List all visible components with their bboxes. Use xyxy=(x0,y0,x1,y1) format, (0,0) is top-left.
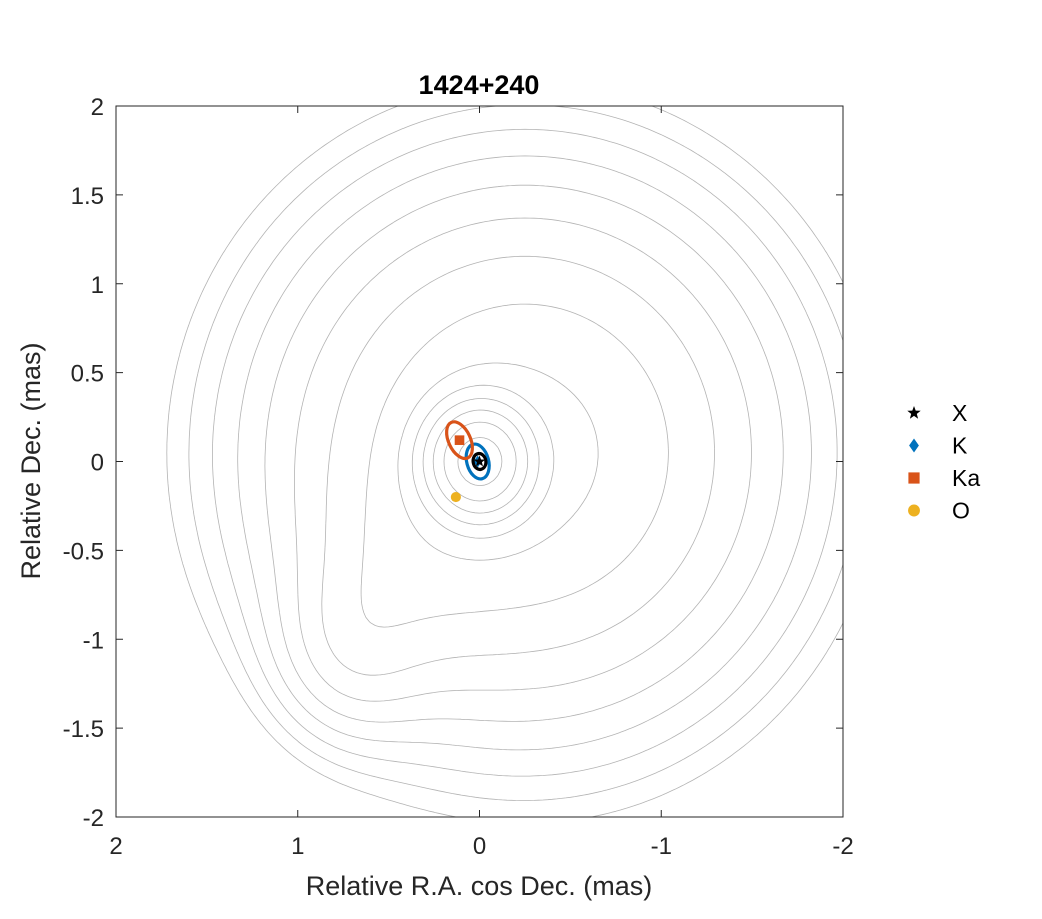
contour-line xyxy=(432,409,529,514)
axis-ticks: 2 1 0 -1 -221.510.50-0.5-1-1.5-2 xyxy=(63,94,854,860)
error-ellipse-ka xyxy=(445,420,474,461)
legend-marker-o xyxy=(908,504,920,517)
contour-line xyxy=(321,255,715,676)
legend: XK Ka O xyxy=(907,400,980,524)
x-tick-label: 2 xyxy=(109,833,122,860)
contour-line xyxy=(294,217,752,702)
y-tick-label: 1.5 xyxy=(71,183,104,210)
data-point-ka xyxy=(454,435,465,445)
contour-line xyxy=(443,421,517,502)
x-tick-label: 0 xyxy=(473,833,486,860)
legend-marker-k xyxy=(909,438,919,453)
contour-line xyxy=(411,384,555,539)
x-axis-label: Relative R.A. cos Dec. (mas) xyxy=(306,871,653,901)
y-tick-label: 2 xyxy=(91,94,104,121)
y-tick-label: -1.5 xyxy=(63,716,104,743)
legend-label-ka: Ka xyxy=(952,465,980,491)
data-point-x xyxy=(473,455,486,467)
contour-line xyxy=(360,303,669,628)
data-point-o xyxy=(450,491,461,503)
chart-marks xyxy=(445,420,491,503)
legend-label-o: O xyxy=(952,498,970,524)
contour-line xyxy=(264,184,784,723)
legend-marker-x xyxy=(907,406,921,419)
y-tick-label: 1 xyxy=(91,272,104,299)
contour-line xyxy=(397,362,599,561)
contour-lines xyxy=(166,105,844,818)
error-ellipse-x xyxy=(471,451,488,472)
x-tick-label: -2 xyxy=(832,833,853,860)
y-tick-label: 0 xyxy=(91,450,104,477)
contour-line xyxy=(166,105,844,818)
contour-line xyxy=(188,105,844,801)
legend-label-x: X xyxy=(952,400,967,426)
legend-marker-ka xyxy=(908,472,920,484)
x-tick-label: 1 xyxy=(291,833,304,860)
y-tick-label: -0.5 xyxy=(63,538,104,565)
legend-label-k: K xyxy=(952,433,968,459)
x-tick-label: -1 xyxy=(651,833,672,860)
y-tick-label: -2 xyxy=(83,805,104,832)
contour-line xyxy=(212,128,838,777)
y-tick-label: 0.5 xyxy=(71,361,104,388)
y-axis-label: Relative Dec. (mas) xyxy=(16,342,46,579)
contour-line xyxy=(237,155,812,751)
contour-line xyxy=(422,398,540,526)
chart-title: 1424+240 xyxy=(419,70,540,100)
y-tick-label: -1 xyxy=(83,627,104,654)
